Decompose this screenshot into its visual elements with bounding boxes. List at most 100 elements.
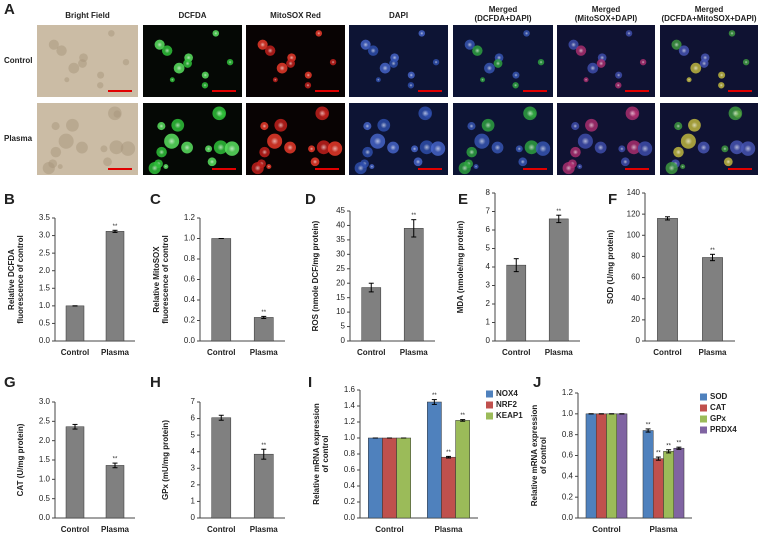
panel-label: C bbox=[150, 191, 161, 208]
error-bar bbox=[446, 455, 451, 459]
cell-glow bbox=[469, 124, 474, 129]
micrograph bbox=[349, 25, 448, 97]
y-tick-label: 80 bbox=[631, 252, 640, 261]
error-bar bbox=[513, 258, 519, 273]
significance: ** bbox=[710, 248, 715, 254]
cell bbox=[97, 82, 104, 89]
y-tick-label: 0.0 bbox=[39, 513, 51, 522]
bar bbox=[368, 437, 383, 519]
cell-glow bbox=[584, 78, 588, 81]
y-tick-label: 0.2 bbox=[184, 316, 196, 325]
y-tick-label: 7 bbox=[191, 397, 196, 406]
cell-glow bbox=[409, 83, 413, 87]
cell-glow bbox=[309, 147, 314, 151]
cell-glow bbox=[469, 149, 475, 155]
y-tick-label: 1.0 bbox=[39, 301, 51, 310]
y-tick-label: 2.0 bbox=[39, 266, 51, 275]
cell bbox=[122, 58, 130, 66]
cell-glow bbox=[370, 165, 374, 168]
cell bbox=[51, 122, 60, 131]
cell-glow bbox=[616, 73, 621, 77]
y-tick-label: 35 bbox=[336, 235, 345, 244]
cell-glow bbox=[702, 55, 708, 60]
y-tick-label: 3.0 bbox=[39, 231, 51, 240]
cell bbox=[68, 62, 80, 74]
cell-glow bbox=[526, 109, 534, 117]
x-tick-label: Plasma bbox=[101, 525, 130, 534]
cell-glow bbox=[486, 65, 493, 71]
cell bbox=[100, 145, 108, 153]
cell-glow bbox=[186, 55, 191, 60]
cell-glow bbox=[641, 60, 645, 64]
y-tick-label: 0.4 bbox=[184, 295, 196, 304]
cell bbox=[58, 133, 74, 149]
significance: ** bbox=[113, 457, 118, 463]
cell-glow bbox=[484, 122, 492, 129]
y-axis-label: fluorescence of control bbox=[16, 235, 25, 323]
bar bbox=[585, 413, 597, 519]
cell-glow bbox=[474, 48, 480, 54]
y-tick-label: 6 bbox=[486, 225, 491, 234]
error-bar bbox=[710, 253, 715, 262]
bar bbox=[361, 287, 382, 342]
y-axis-label: ROS (nmole DCF/mg protein) bbox=[311, 220, 320, 331]
error-bar bbox=[261, 448, 267, 460]
cell-glow bbox=[681, 165, 684, 168]
y-tick-label: 4 bbox=[486, 262, 491, 271]
cell-glow bbox=[434, 60, 438, 64]
cell-glow bbox=[158, 149, 165, 155]
cell-glow bbox=[215, 109, 223, 117]
panel-label: B bbox=[4, 191, 15, 208]
y-tick-label: 1.5 bbox=[39, 455, 51, 464]
panel-label: F bbox=[608, 191, 617, 208]
cell bbox=[78, 59, 87, 68]
bar bbox=[657, 218, 678, 342]
cell-glow bbox=[627, 31, 631, 35]
x-tick-label: Control bbox=[61, 348, 89, 357]
panel-label: D bbox=[305, 191, 316, 208]
bar bbox=[441, 456, 456, 519]
y-tick-label: 8 bbox=[486, 188, 491, 197]
cell-glow bbox=[528, 143, 536, 151]
significance: ** bbox=[261, 310, 266, 316]
y-tick-label: 0 bbox=[191, 513, 196, 522]
panel-label: I bbox=[308, 374, 312, 391]
y-tick-label: 2.0 bbox=[39, 436, 51, 445]
bar bbox=[595, 413, 607, 519]
error-bar bbox=[666, 449, 672, 454]
column-header: Merged bbox=[592, 5, 621, 14]
y-tick-label: 40 bbox=[336, 221, 345, 230]
cell bbox=[76, 141, 88, 154]
significance: ** bbox=[556, 209, 561, 215]
cell-glow bbox=[270, 137, 279, 145]
cell-glow bbox=[461, 165, 468, 172]
y-tick-label: 5 bbox=[486, 244, 491, 253]
x-tick-label: Control bbox=[653, 348, 681, 357]
y-tick-label: 3 bbox=[191, 463, 196, 472]
y-tick-label: 1.0 bbox=[562, 409, 574, 418]
cell-glow bbox=[578, 48, 584, 54]
error-bar bbox=[556, 214, 562, 224]
error-bar bbox=[72, 423, 78, 430]
error-bar bbox=[368, 282, 374, 293]
column-header: DAPI bbox=[389, 11, 408, 20]
cell-glow bbox=[423, 143, 431, 151]
cell-glow bbox=[267, 48, 273, 54]
y-tick-label: 3 bbox=[486, 281, 491, 290]
error-bar bbox=[112, 462, 118, 469]
cell-glow bbox=[164, 48, 170, 54]
cell-glow bbox=[415, 159, 421, 164]
error-bar bbox=[665, 216, 670, 221]
error-bar bbox=[431, 399, 437, 405]
cell-glow bbox=[171, 78, 174, 81]
column-header: Bright Field bbox=[65, 11, 110, 20]
cell-glow bbox=[467, 42, 473, 48]
cell-glow bbox=[496, 55, 502, 60]
y-axis-label: Relative MitoSOX bbox=[152, 246, 161, 313]
y-tick-label: 2 bbox=[191, 480, 196, 489]
panel-label: E bbox=[458, 191, 468, 208]
cell-glow bbox=[421, 109, 429, 117]
cell-glow bbox=[514, 73, 518, 77]
cell-glow bbox=[287, 144, 294, 151]
cell-glow bbox=[620, 147, 624, 151]
